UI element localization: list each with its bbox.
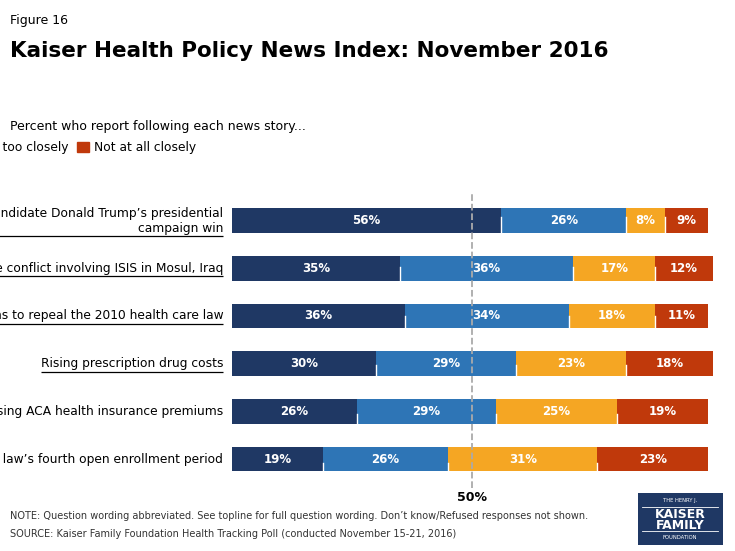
Text: 26%: 26%: [371, 452, 400, 466]
Text: 25%: 25%: [542, 405, 570, 418]
Text: 19%: 19%: [263, 452, 291, 466]
Bar: [655, 256, 713, 280]
Text: Percent who report following each news story...: Percent who report following each news s…: [10, 120, 306, 133]
Bar: [232, 447, 323, 472]
Bar: [626, 351, 713, 376]
Text: 36%: 36%: [304, 310, 332, 322]
Text: FOUNDATION: FOUNDATION: [663, 534, 698, 539]
Text: 29%: 29%: [431, 357, 460, 370]
Bar: [232, 351, 376, 376]
Bar: [405, 304, 568, 328]
Text: FAMILY: FAMILY: [656, 519, 705, 532]
Text: Figure 16: Figure 16: [10, 14, 68, 27]
Text: 56%: 56%: [352, 214, 381, 227]
Legend: Very closely, Fairly closely, Not too closely, Not at all closely: Very closely, Fairly closely, Not too cl…: [0, 142, 196, 154]
Text: 11%: 11%: [667, 310, 695, 322]
Bar: [232, 256, 400, 280]
Bar: [232, 304, 405, 328]
Bar: [568, 304, 655, 328]
Text: 31%: 31%: [509, 452, 537, 466]
Bar: [598, 447, 708, 472]
Text: NOTE: Question wording abbreviated. See topline for full question wording. Don’t: NOTE: Question wording abbreviated. See …: [10, 511, 588, 521]
Text: 19%: 19%: [648, 405, 676, 418]
Bar: [515, 351, 626, 376]
Text: KAISER: KAISER: [655, 508, 706, 521]
Text: 9%: 9%: [676, 214, 697, 227]
Bar: [617, 399, 708, 424]
Bar: [323, 447, 448, 472]
Bar: [573, 256, 655, 280]
Bar: [655, 304, 708, 328]
Text: 23%: 23%: [639, 452, 667, 466]
Text: 26%: 26%: [280, 405, 308, 418]
Text: 18%: 18%: [656, 357, 684, 370]
Bar: [400, 256, 573, 280]
Bar: [376, 351, 515, 376]
Text: 12%: 12%: [670, 262, 698, 275]
Bar: [496, 399, 617, 424]
Text: 8%: 8%: [636, 214, 656, 227]
Text: 26%: 26%: [550, 214, 578, 227]
Bar: [501, 208, 626, 233]
Bar: [232, 208, 501, 233]
Text: 18%: 18%: [598, 310, 626, 322]
Text: 29%: 29%: [412, 405, 440, 418]
Text: 35%: 35%: [301, 262, 330, 275]
Text: 17%: 17%: [600, 262, 628, 275]
Text: SOURCE: Kaiser Family Foundation Health Tracking Poll (conducted November 15-21,: SOURCE: Kaiser Family Foundation Health …: [10, 529, 456, 539]
Text: 36%: 36%: [473, 262, 501, 275]
Text: 30%: 30%: [290, 357, 318, 370]
Bar: [448, 447, 598, 472]
Text: 23%: 23%: [557, 357, 585, 370]
Bar: [664, 208, 708, 233]
Text: Kaiser Health Policy News Index: November 2016: Kaiser Health Policy News Index: Novembe…: [10, 41, 608, 61]
Text: 50%: 50%: [457, 491, 487, 505]
Text: 34%: 34%: [473, 310, 501, 322]
Text: THE HENRY J.: THE HENRY J.: [663, 499, 698, 504]
Bar: [232, 399, 356, 424]
Bar: [626, 208, 664, 233]
Bar: [356, 399, 496, 424]
